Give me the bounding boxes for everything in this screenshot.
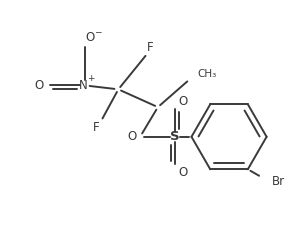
Text: N: N (78, 79, 87, 92)
Text: F: F (147, 41, 153, 54)
Text: O: O (85, 32, 94, 45)
Text: O: O (178, 166, 187, 179)
Text: O: O (128, 130, 137, 143)
Text: Br: Br (271, 175, 285, 188)
Text: O: O (35, 79, 44, 92)
Text: CH₃: CH₃ (198, 68, 217, 78)
Text: −: − (94, 27, 101, 36)
Text: +: + (87, 74, 94, 83)
Text: S: S (170, 130, 179, 143)
Text: F: F (93, 121, 100, 134)
Text: O: O (178, 95, 187, 108)
